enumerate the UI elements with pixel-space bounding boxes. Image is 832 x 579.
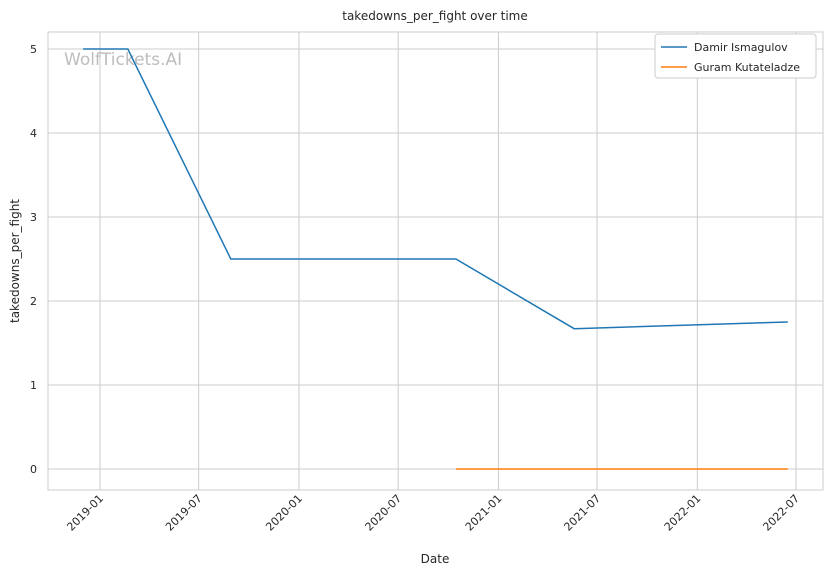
x-tick-label: 2019-01 — [64, 492, 106, 534]
x-tick-label: 2021-07 — [561, 492, 603, 534]
y-tick-label: 3 — [30, 211, 37, 224]
y-tick-label: 5 — [30, 43, 37, 56]
y-axis-label: takedowns_per_fight — [8, 199, 22, 323]
y-tick-label: 2 — [30, 295, 37, 308]
legend-label: Damir Ismagulov — [694, 41, 788, 54]
series-lines — [83, 48, 788, 470]
watermark: WolfTickets.AI — [64, 50, 182, 70]
x-axis-label: Date — [421, 552, 450, 566]
legend-box — [654, 33, 817, 79]
x-tick-label: 2021-01 — [463, 492, 505, 534]
y-tick-label: 0 — [30, 463, 37, 476]
x-tick-label: 2019-07 — [163, 492, 205, 534]
y-tick-label: 4 — [30, 127, 37, 140]
chart-title: takedowns_per_fight over time — [342, 9, 528, 23]
series-line-1 — [83, 48, 788, 330]
y-tick-label: 1 — [30, 379, 37, 392]
legend-label: Guram Kutateladze — [694, 61, 800, 74]
x-tick-label: 2020-07 — [363, 492, 405, 534]
plot-frame — [47, 31, 824, 491]
x-tick-label: 2020-01 — [263, 492, 305, 534]
legend: Damir Ismagulov Guram Kutateladze — [654, 33, 817, 79]
x-tick-label: 2022-01 — [662, 492, 704, 534]
tick-labels: 2019-01 2019-07 2020-01 2020-07 2021-01 2021-… — [30, 43, 802, 534]
grid — [48, 32, 823, 490]
x-tick-label: 2022-07 — [760, 492, 802, 534]
